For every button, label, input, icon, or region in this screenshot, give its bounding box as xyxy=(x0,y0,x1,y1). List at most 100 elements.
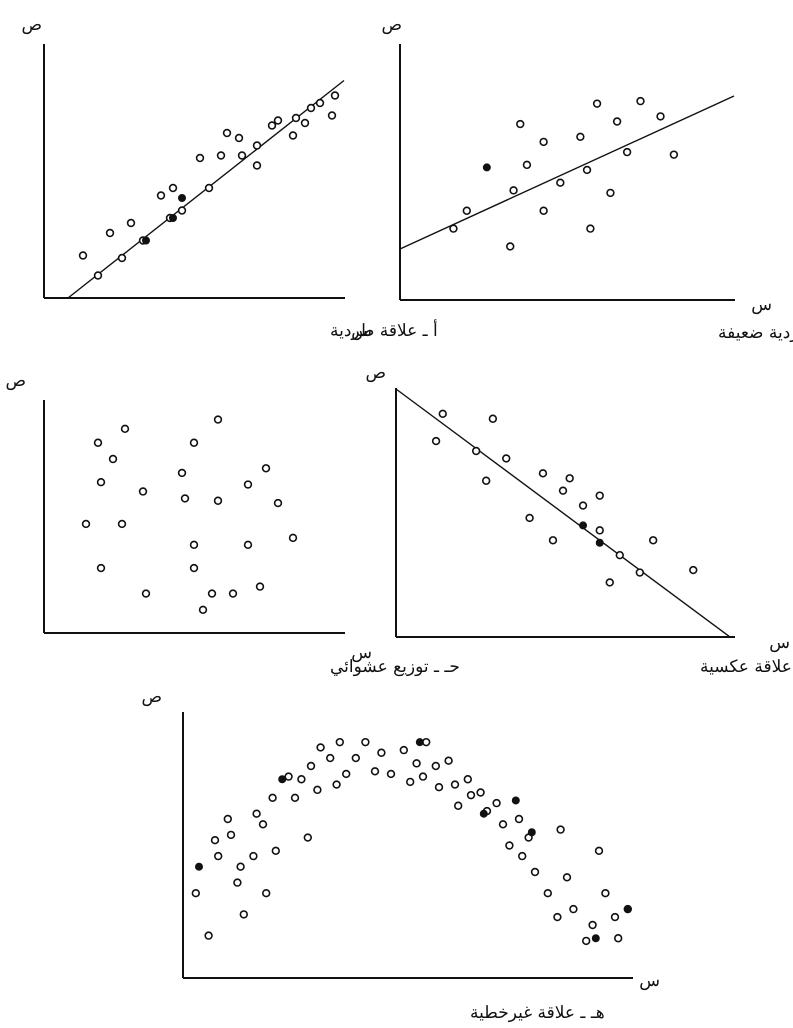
panel-c-point-11 xyxy=(189,540,199,550)
panel-e-points xyxy=(191,737,632,946)
panel-b-point-12 xyxy=(592,99,602,108)
panel-a-point-1 xyxy=(93,271,103,280)
panel-a-point-15 xyxy=(237,151,247,160)
panel-e-point-45 xyxy=(492,798,501,808)
panel-b-point-13 xyxy=(612,117,622,126)
panel-d-point-6 xyxy=(525,513,534,523)
panel-d-trend-line xyxy=(395,388,731,638)
panel-e-point-40 xyxy=(454,801,463,810)
panel-d: ص س د ـ علاقة عكسية xyxy=(365,363,793,677)
panel-c-point-14 xyxy=(198,605,208,614)
panel-e-point-24 xyxy=(335,737,344,747)
panel-c-point-13 xyxy=(189,563,199,573)
panel-d-point-1 xyxy=(438,409,447,418)
panel-e-point-16 xyxy=(290,793,300,802)
panel-b-x-axis-label: س xyxy=(751,295,772,315)
panel-a-point-16 xyxy=(252,161,262,170)
panel-d-point-14 xyxy=(605,578,614,587)
panel-e-point-15 xyxy=(284,772,293,781)
panel-c-point-18 xyxy=(228,589,238,598)
panel-d-point-18 xyxy=(689,565,698,575)
panel-e-point-28 xyxy=(370,767,380,776)
panel-a-point-17 xyxy=(252,141,262,150)
panel-d-points xyxy=(431,409,698,587)
panel-d-point-4 xyxy=(488,414,498,423)
panel-e-point-11 xyxy=(258,820,268,829)
panel-a-point-7 xyxy=(177,206,187,215)
panel-e-point-39 xyxy=(450,780,460,789)
panel-e-point-33 xyxy=(412,759,421,768)
panel-e-point-35 xyxy=(422,737,431,747)
panel-e-point-41 xyxy=(463,775,472,784)
panel-e-point-43 xyxy=(476,788,485,797)
panel-a-point-9 xyxy=(168,183,178,193)
panel-e-point-51 xyxy=(530,867,540,877)
panel-e-point-12 xyxy=(262,888,271,898)
panel-e-point-0 xyxy=(191,888,201,898)
panel-e-point-55 xyxy=(562,873,572,882)
panel-a-point-13 xyxy=(222,128,232,138)
panel-a-point-25 xyxy=(327,111,337,120)
panel-a-point-19 xyxy=(273,116,283,125)
panel-d-x-axis-label: س xyxy=(769,633,790,653)
panel-e-point-54 xyxy=(556,825,565,834)
panel-e-point-14 xyxy=(271,846,280,855)
panel-c-point-3 xyxy=(96,563,106,573)
panel-e-point-25 xyxy=(342,769,351,779)
panel-c-point-10 xyxy=(180,494,190,503)
panel-e-point-6 xyxy=(233,878,242,887)
panel-b: ص س ب علاقة طردية ضعيفة xyxy=(381,15,793,343)
panel-e-point-42 xyxy=(466,790,476,800)
panel-b-caption: ب علاقة طردية ضعيفة xyxy=(718,323,793,343)
panel-e-point-10 xyxy=(252,809,261,818)
panel-e-point-13 xyxy=(268,793,277,802)
panel-d-point-7 xyxy=(538,469,548,478)
panel-b-point-15 xyxy=(622,147,632,157)
panel-a-point-22 xyxy=(300,118,310,128)
panel-d-point-15 xyxy=(615,550,624,560)
panel-e-point-62 xyxy=(613,934,623,943)
panel-b-point-8 xyxy=(556,178,565,187)
panel-e-filled-point-4 xyxy=(511,796,520,805)
panel-c-x-axis-label: س xyxy=(351,643,372,663)
panel-e-filled-point-2 xyxy=(415,738,424,747)
panel-e-y-axis-label: ص xyxy=(141,687,162,707)
panel-e-point-30 xyxy=(386,769,396,779)
panel-a-point-21 xyxy=(291,113,301,123)
panel-c-point-17 xyxy=(213,415,223,424)
panel-a: ص س أ ـ علاقة طردية xyxy=(21,15,437,341)
panel-d-point-12 xyxy=(595,526,604,535)
panel-e-point-31 xyxy=(399,745,408,755)
panel-d-point-11 xyxy=(578,501,588,510)
panel-a-point-18 xyxy=(267,121,277,130)
panel-e-point-2 xyxy=(210,835,220,845)
panel-a-point-11 xyxy=(195,153,205,163)
panel-b-point-2 xyxy=(516,119,525,129)
panel-a-point-26 xyxy=(330,91,340,100)
panel-e-point-56 xyxy=(569,904,578,914)
panel-b-point-10 xyxy=(582,165,592,175)
panel-a-point-14 xyxy=(234,133,244,143)
panel-d-y-axis-label: ص xyxy=(365,363,386,383)
panel-b-point-0 xyxy=(449,224,458,233)
panel-e-point-47 xyxy=(505,841,514,850)
panel-e-point-37 xyxy=(434,782,444,792)
panel-e-point-32 xyxy=(406,777,415,787)
panel-a-filled-point-0 xyxy=(142,236,151,245)
panel-e-point-58 xyxy=(588,920,597,930)
panel-d-point-2 xyxy=(471,446,481,456)
panel-e-point-57 xyxy=(581,936,591,946)
panel-b-point-6 xyxy=(539,206,548,215)
panel-c-point-23 xyxy=(273,498,283,508)
panel-e-point-19 xyxy=(306,761,316,771)
panel-c-point-19 xyxy=(243,540,253,550)
panel-a-point-20 xyxy=(288,131,298,140)
panel-b-point-18 xyxy=(669,150,679,159)
panel-a-filled-point-1 xyxy=(169,214,178,223)
panel-e-point-3 xyxy=(214,851,223,861)
panel-b-point-5 xyxy=(522,160,532,170)
panel-a-point-2 xyxy=(105,228,115,238)
panel-e-point-22 xyxy=(326,753,335,763)
panel-a-caption: أ ـ علاقة طردية xyxy=(330,319,438,341)
panel-e-point-8 xyxy=(239,910,249,919)
